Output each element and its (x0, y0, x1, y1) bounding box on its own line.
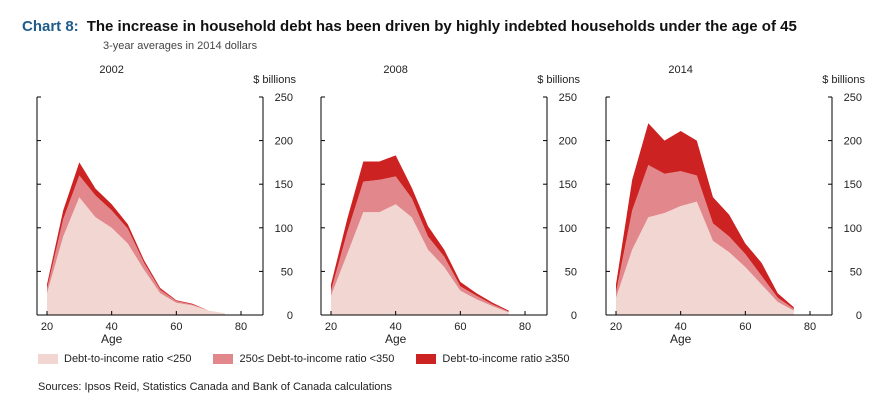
x-tick-label: 20 (610, 321, 622, 333)
x-tick-label: 80 (519, 321, 531, 333)
panel-title: 2002 (99, 64, 123, 76)
chart-header: Chart 8: The increase in household debt h… (22, 18, 797, 35)
legend-label: 250≤ Debt-to-income ratio <350 (239, 353, 395, 365)
x-axis-title: Age (385, 332, 407, 346)
legend-item: 250≤ Debt-to-income ratio <350 (213, 353, 394, 365)
y-tick-label: 150 (844, 179, 862, 191)
y-tick-label: 100 (844, 223, 862, 235)
legend-item: Debt-to-income ratio ≥350 (416, 353, 570, 365)
y-tick-label: 50 (565, 266, 577, 278)
legend-swatch (38, 354, 58, 364)
y-tick-label: 200 (844, 136, 862, 148)
x-tick-label: 60 (454, 321, 466, 333)
x-tick-label: 20 (325, 321, 337, 333)
legend-label: Debt-to-income ratio <250 (64, 353, 192, 365)
chart-title: The increase in household debt has been … (86, 18, 797, 35)
area-series-2 (331, 176, 509, 313)
panel-title: 2014 (668, 64, 692, 76)
y-tick-label: 150 (559, 179, 577, 191)
area-series-1 (331, 204, 509, 315)
y-tick-label: 0 (856, 310, 862, 322)
x-tick-label: 40 (675, 321, 687, 333)
legend-swatch (213, 354, 234, 364)
y-tick-label: 100 (559, 223, 577, 235)
chart-number: Chart 8: (22, 18, 79, 35)
area-series-1 (616, 201, 794, 315)
x-tick-label: 20 (41, 321, 53, 333)
chart-subtitle: 3-year averages in 2014 dollars (103, 40, 258, 52)
y-axis-title: $ billions (253, 74, 296, 86)
y-tick-label: 250 (275, 92, 293, 104)
x-tick-label: 60 (739, 321, 751, 333)
legend-label: Debt-to-income ratio ≥350 (442, 353, 570, 365)
area-series-2 (616, 165, 794, 311)
x-tick-label: 40 (390, 321, 402, 333)
x-tick-label: 80 (804, 321, 816, 333)
x-axis-title: Age (670, 332, 692, 346)
x-tick-label: 60 (170, 321, 182, 333)
y-tick-label: 250 (844, 92, 862, 104)
legend-swatch (416, 354, 437, 364)
y-tick-label: 0 (571, 310, 577, 322)
y-tick-label: 50 (850, 266, 862, 278)
area-series-2 (47, 175, 225, 314)
y-tick-label: 50 (281, 266, 293, 278)
source-note: Sources: Ipsos Reid, Statistics Canada a… (38, 381, 393, 393)
y-axis-title: $ billions (537, 74, 580, 86)
legend-item: Debt-to-income ratio <250 (38, 353, 191, 365)
y-tick-label: 250 (559, 92, 577, 104)
x-tick-label: 80 (235, 321, 247, 333)
x-axis-title: Age (101, 332, 123, 346)
x-tick-label: 40 (106, 321, 118, 333)
y-tick-label: 150 (275, 179, 293, 191)
panel-title: 2008 (383, 64, 407, 76)
y-tick-label: 0 (287, 310, 293, 322)
y-tick-label: 200 (559, 136, 577, 148)
area-series-1 (47, 197, 225, 315)
y-tick-label: 200 (275, 136, 293, 148)
legend: Debt-to-income ratio <250 250≤ Debt-to-i… (38, 353, 592, 365)
y-tick-label: 100 (275, 223, 293, 235)
area-series-3 (616, 123, 794, 309)
y-axis-title: $ billions (822, 74, 865, 86)
